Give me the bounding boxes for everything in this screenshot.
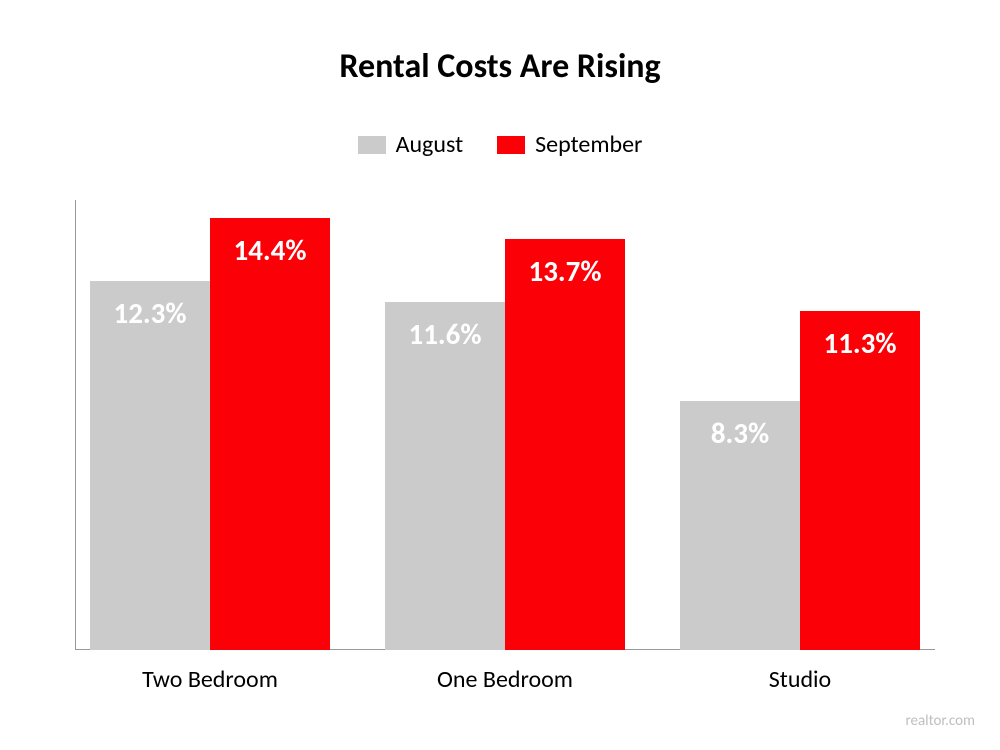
bar-one-bedroom-august: 11.6% [385, 302, 505, 650]
bar-label-studio-september: 11.3% [800, 325, 920, 361]
category-label-two-bedroom: Two Bedroom [90, 665, 330, 694]
legend-swatch-august [358, 136, 386, 154]
bar-label-one-bedroom-september: 13.7% [505, 253, 625, 289]
legend-label-september: September [535, 130, 642, 159]
legend: August September [0, 130, 1000, 159]
plot-area: 12.3% 14.4% 11.6% 13.7% 8.3% 11.3% Two B… [75, 200, 935, 650]
bar-two-bedroom-august: 12.3% [90, 281, 210, 650]
bar-studio-august: 8.3% [680, 401, 800, 650]
chart-canvas: Rental Costs Are Rising August September… [0, 0, 1000, 750]
bar-label-studio-august: 8.3% [680, 415, 800, 451]
category-label-studio: Studio [680, 665, 920, 694]
legend-swatch-september [497, 136, 525, 154]
bar-label-two-bedroom-august: 12.3% [90, 295, 210, 331]
bar-studio-september: 11.3% [800, 311, 920, 650]
bar-two-bedroom-september: 14.4% [210, 218, 330, 650]
y-axis [75, 200, 76, 650]
bar-label-one-bedroom-august: 11.6% [385, 316, 505, 352]
bar-label-two-bedroom-september: 14.4% [210, 232, 330, 268]
chart-title: Rental Costs Are Rising [0, 46, 1000, 87]
legend-label-august: August [396, 130, 464, 159]
legend-item-september: September [497, 130, 642, 159]
category-label-one-bedroom: One Bedroom [385, 665, 625, 694]
bar-one-bedroom-september: 13.7% [505, 239, 625, 650]
source-attribution: realtor.com [905, 712, 975, 730]
legend-item-august: August [358, 130, 464, 159]
